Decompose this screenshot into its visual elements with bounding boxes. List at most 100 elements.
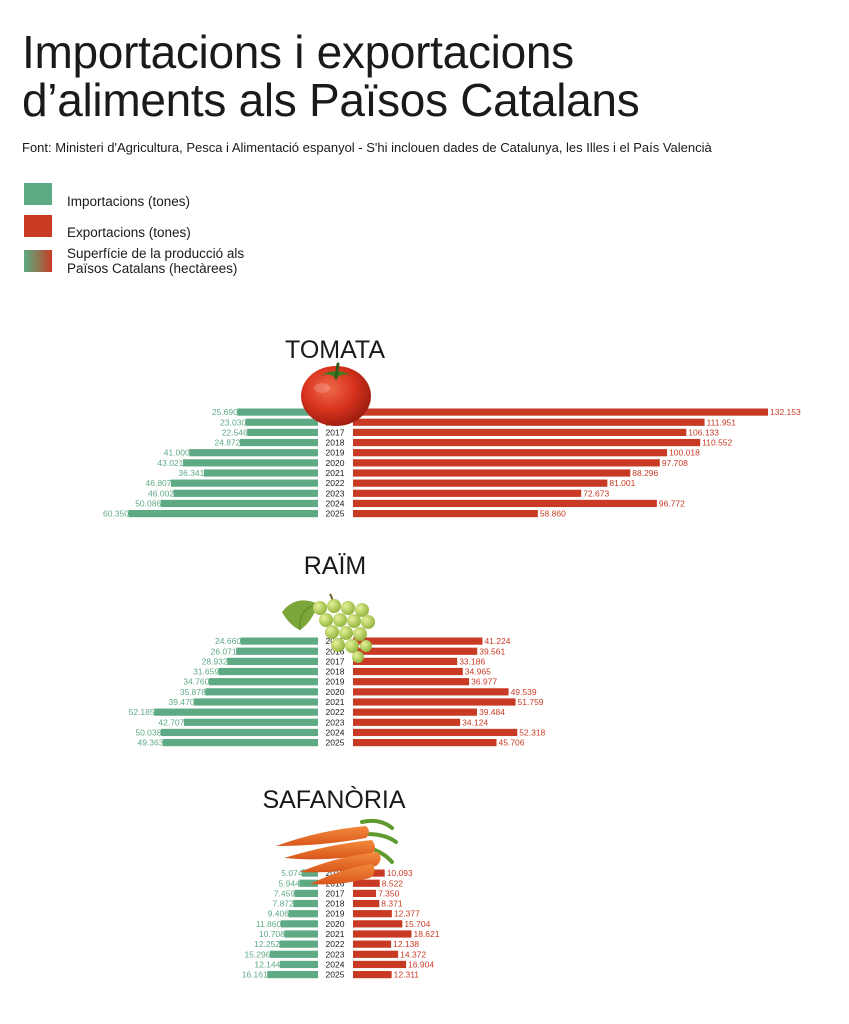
grapes-import-value-label: 26.071	[211, 646, 237, 656]
tomato-export-value-label: 97.708	[662, 458, 688, 468]
carrot-export-bar-2018	[353, 899, 380, 908]
grapes-export-value-label: 39.561	[479, 646, 505, 656]
grapes-import-value-label: 31.659	[193, 667, 219, 677]
tomato-export-bar-2018	[353, 438, 701, 447]
carrot-export-value-label: 12.377	[394, 909, 420, 919]
grapes-import-bar-2018	[218, 667, 318, 676]
grapes-export-value-label: 39.484	[479, 707, 505, 717]
page-title: Importacions i exportacions d’aliments a…	[22, 28, 822, 124]
grapes-export-bar-2016	[353, 647, 478, 655]
carrot-import-bar-2019	[288, 910, 318, 918]
carrot-export-value-label: 15.704	[404, 919, 430, 929]
tomato-chart-title: TOMATA	[285, 336, 385, 364]
tomato-export-bar-2024	[353, 499, 657, 508]
grapes-import-bar-2019	[208, 678, 318, 686]
legend-label-imports: Importacions (tones)	[67, 194, 191, 209]
grapes-export-value-label: 34.124	[462, 717, 488, 727]
carrot-import-value-label: 7.872	[272, 899, 294, 909]
carrot-export-value-label: 8.371	[381, 899, 403, 909]
carrot-chart-title: SAFANÒRIA	[262, 785, 405, 814]
carrot-export-bar-2023	[353, 950, 399, 958]
carrot-year-label: 2025	[326, 970, 345, 980]
carrot-export-bar-2024	[353, 960, 407, 969]
grapes-import-value-label: 52.185	[129, 707, 155, 717]
tomato-export-value-label: 110.552	[702, 438, 732, 448]
grapes-export-value-label: 51.759	[518, 697, 544, 707]
tomato-year-label: 2022	[326, 478, 345, 488]
grapes-year-label: 2020	[326, 687, 345, 697]
grapes-export-value-label: 33.186	[459, 656, 485, 666]
grapes-export-bar-2023	[353, 718, 461, 726]
carrot-export-value-label: 7.350	[378, 888, 400, 898]
tomato-export-value-label: 88.296	[632, 468, 658, 478]
tomato-import-value-label: 23.030	[220, 417, 246, 427]
tomato-year-label: 2019	[326, 448, 345, 458]
carrot-import-value-label: 9.406	[268, 909, 290, 919]
tomato-import-value-label: 41.000	[164, 448, 190, 458]
carrot-export-value-label: 14.372	[400, 949, 426, 959]
carrot-year-label: 2020	[326, 919, 345, 929]
tomato-export-value-label: 106.133	[688, 427, 719, 437]
tomato-import-bar-2023	[173, 489, 318, 497]
grapes-year-label: 2019	[326, 677, 345, 687]
carrot-export-value-label: 10.093	[387, 868, 413, 878]
carrot-export-value-label: 16.904	[408, 959, 434, 969]
tomato-export-bar-2017	[353, 428, 687, 436]
carrot-import-bar-2016	[299, 879, 318, 887]
source-note: Font: Ministeri d'Agricultura, Pesca i A…	[22, 140, 712, 155]
tomato-year-label: 2017	[326, 427, 345, 437]
carrot-import-bar-2022	[279, 940, 318, 948]
carrot-icon	[276, 818, 398, 885]
tomato-import-bar-2025	[128, 510, 318, 518]
tomato-import-bar-2021	[203, 469, 318, 477]
tomato-import-bar-2018	[239, 438, 318, 447]
grapes-export-bar-2024	[353, 728, 518, 737]
carrot-import-value-label: 5.944	[279, 878, 301, 888]
legend-label-exports: Exportacions (tones)	[67, 225, 191, 240]
grapes-export-bar-2021	[353, 698, 516, 706]
carrot-export-bar-2017	[353, 889, 377, 897]
grapes-export-bar-2017	[353, 657, 458, 665]
tomato-import-bar-2015	[237, 408, 318, 416]
tomato-year-label: 2023	[326, 488, 345, 498]
title-line-2: d’aliments als Països Catalans	[22, 74, 640, 126]
tomato-export-bar-2015	[353, 408, 768, 416]
tomato-export-bar-2016	[353, 418, 705, 426]
tomato-icon	[301, 362, 371, 426]
tomato-export-value-label: 72.673	[583, 488, 609, 498]
grapes-export-value-label: 49.539	[511, 687, 537, 697]
grapes-export-bar-2018	[353, 667, 463, 676]
grapes-import-bar-2021	[194, 698, 318, 706]
grapes-import-value-label: 34.760	[183, 677, 209, 687]
tomato-import-value-label: 25.690	[212, 407, 238, 417]
carrot-import-value-label: 12.252	[254, 939, 280, 949]
grapes-import-value-label: 50.038	[135, 727, 161, 737]
grapes-import-bar-2016	[236, 647, 318, 655]
tomato-export-bar-2025	[353, 510, 538, 518]
grapes-import-value-label: 39.470	[169, 697, 195, 707]
carrot-import-value-label: 15.296	[244, 949, 270, 959]
grapes-export-value-label: 52.318	[519, 727, 545, 737]
tomato-export-value-label: 111.951	[707, 417, 737, 427]
grapes-export-bar-2022	[353, 708, 477, 716]
tomato-export-bar-2020	[353, 459, 660, 467]
grapes-import-value-label: 49.363	[137, 738, 163, 748]
grapes-import-value-label: 28.932	[202, 656, 228, 666]
grapes-import-bar-2025	[162, 739, 318, 747]
carrot-import-bar-2015	[302, 869, 318, 877]
tomato-year-label: 2025	[326, 509, 345, 519]
tomato-import-bar-2020	[182, 459, 318, 467]
tomato-export-bar-2022	[353, 479, 608, 487]
grapes-import-value-label: 35.878	[180, 687, 206, 697]
tomato-import-value-label: 22.546	[222, 427, 248, 437]
carrot-import-value-label: 7.459	[274, 888, 296, 898]
tomato-export-value-label: 100.018	[669, 448, 700, 458]
grapes-export-value-label: 36.977	[471, 677, 497, 687]
tomato-export-value-label: 58.860	[540, 509, 566, 519]
grapes-import-bar-2023	[183, 718, 318, 726]
legend-swatch-exports	[24, 215, 52, 237]
carrot-year-label: 2019	[326, 909, 345, 919]
tomato-export-bar-2021	[353, 469, 631, 477]
grapes-import-bar-2020	[205, 688, 318, 696]
tomato-chart: TOMATA 201525.690132.153201623.030111.95…	[103, 336, 801, 519]
